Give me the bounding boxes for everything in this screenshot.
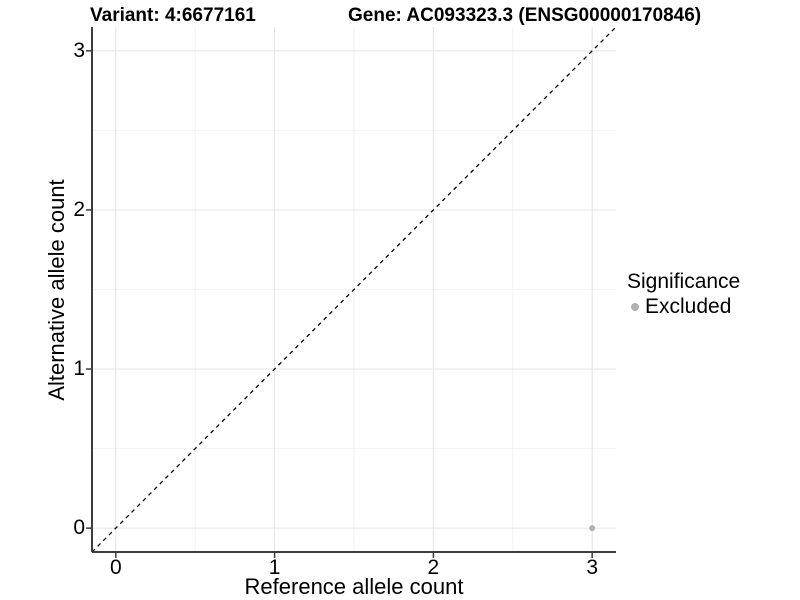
legend-point-icon: [631, 302, 639, 311]
legend-entry-excluded: Excluded: [627, 294, 740, 319]
y-tick-label: 3: [73, 38, 85, 62]
y-tick-label: 2: [73, 197, 85, 221]
legend-entry-label: Excluded: [645, 295, 732, 318]
legend: Significance Excluded: [627, 269, 740, 319]
legend-title: Significance: [627, 270, 741, 293]
x-tick-label: 1: [268, 556, 281, 579]
x-tick-label: 2: [427, 556, 440, 579]
x-tick-label: 3: [586, 556, 599, 579]
y-tick-label: 1: [73, 357, 85, 381]
plot-title-gene: Gene: AC093323.3 (ENSG00000170846): [348, 5, 702, 26]
x-axis-title: Reference allele count: [244, 574, 464, 599]
data-point: [589, 525, 596, 532]
y-tick-label: 0: [73, 516, 85, 540]
identity-dashed-line: [91, 26, 617, 553]
x-tick-label: 0: [109, 556, 122, 579]
plot-title-variant: Variant: 4:6677161: [90, 5, 256, 26]
y-axis-title: Alternative allele count: [44, 179, 69, 401]
